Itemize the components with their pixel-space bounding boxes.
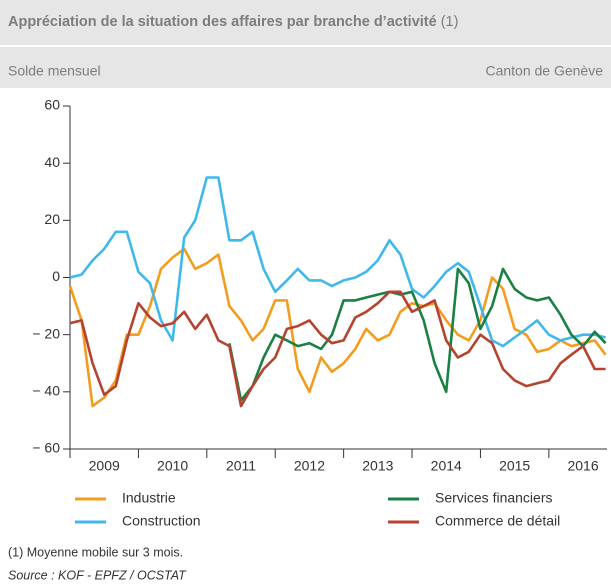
- y-tick-label: − 60: [32, 440, 60, 456]
- subtitle: Solde mensuel: [8, 63, 101, 79]
- x-tick-label: 2009: [89, 458, 120, 474]
- legend-label: Services financiers: [435, 490, 553, 506]
- header-band: [0, 0, 611, 88]
- title-text: Appréciation de la situation des affaire…: [8, 14, 437, 30]
- x-tick-label: 2012: [294, 458, 325, 474]
- y-tick-label: 40: [44, 154, 60, 170]
- legend-label: Commerce de détail: [435, 513, 560, 529]
- subtitle-right: Canton de Genève: [485, 63, 603, 79]
- y-tick-label: 60: [44, 97, 60, 113]
- x-tick-label: 2013: [362, 458, 393, 474]
- y-tick-label: − 40: [32, 383, 60, 399]
- series-line: [69, 290, 606, 408]
- series-line: [228, 267, 607, 402]
- legend-label: Construction: [122, 513, 201, 529]
- x-tick-label: 2014: [431, 458, 462, 474]
- y-tick-label: 0: [52, 268, 60, 284]
- title-note: (1): [441, 14, 459, 30]
- x-tick-label: 2016: [567, 458, 598, 474]
- chart-title: Appréciation de la situation des affaire…: [8, 14, 458, 30]
- x-tick-label: 2011: [226, 458, 256, 474]
- series-line: [68, 247, 607, 408]
- source: Source : KOF - EPFZ / OCSTAT: [8, 568, 187, 582]
- x-tick-label: 2015: [499, 458, 530, 474]
- y-tick-label: − 20: [32, 325, 60, 341]
- legend-label: Industrie: [122, 490, 176, 506]
- y-tick-label: 20: [44, 211, 60, 227]
- series-line: [69, 176, 606, 348]
- x-tick-label: 2010: [157, 458, 188, 474]
- footnote: (1) Moyenne mobile sur 3 mois.: [8, 545, 183, 559]
